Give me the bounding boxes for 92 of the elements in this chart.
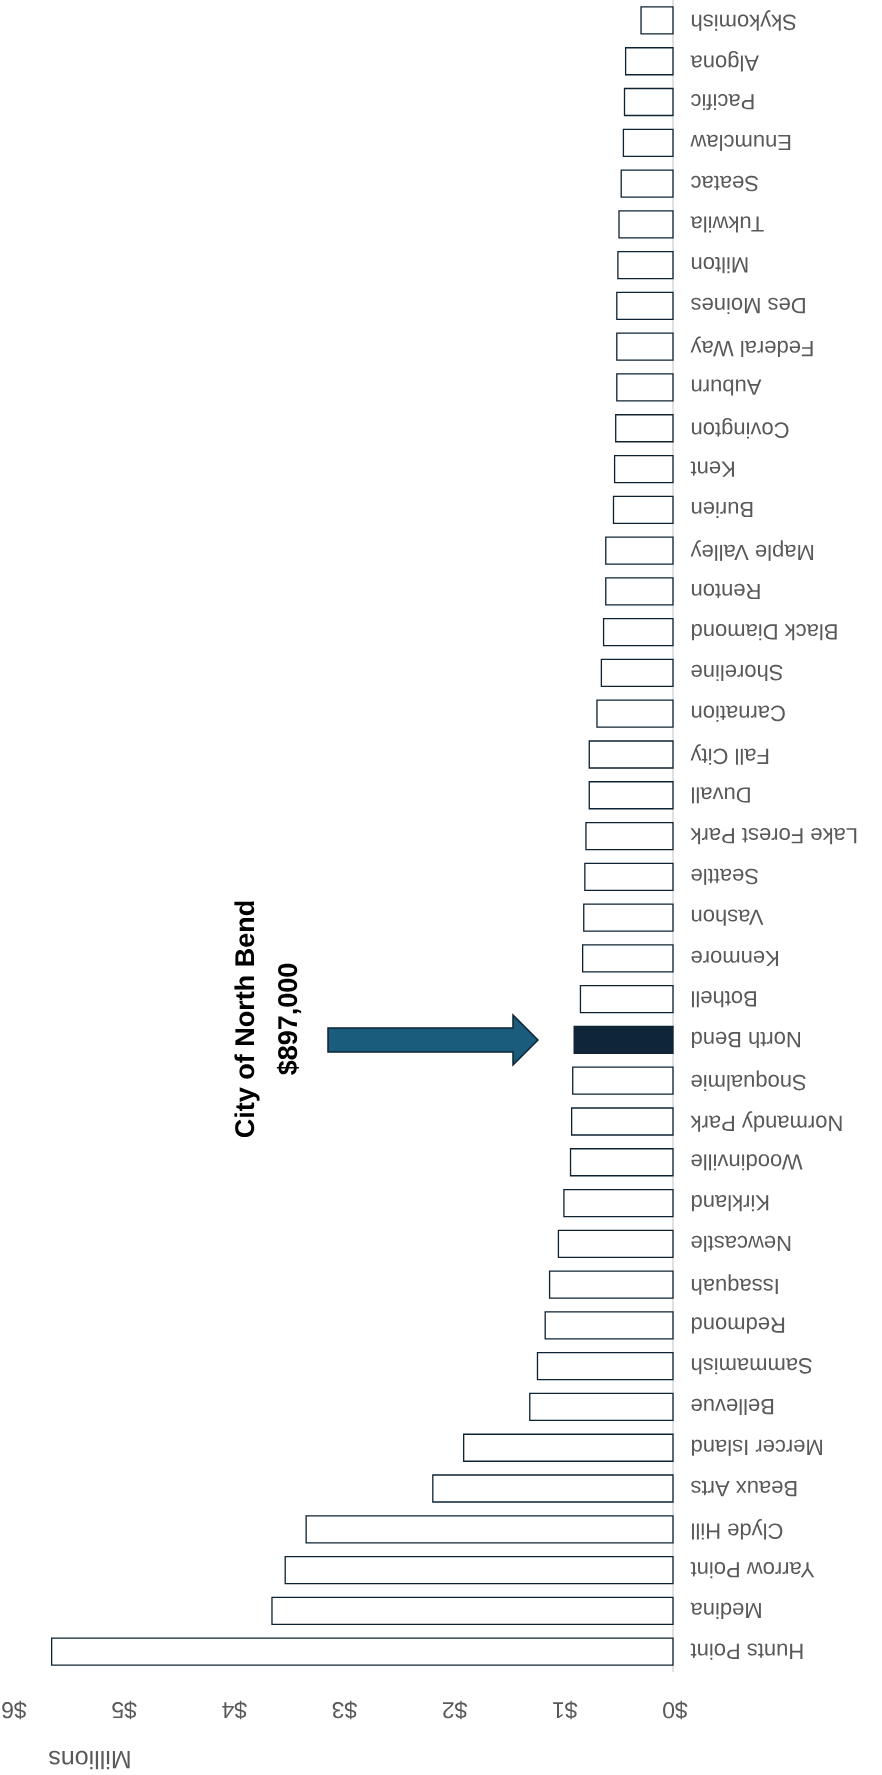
bar (529, 1392, 674, 1422)
bar (584, 862, 674, 891)
bar (536, 1352, 674, 1381)
bar (616, 291, 674, 321)
y-tick-label: Maple Valley (690, 540, 814, 561)
bar (620, 169, 674, 198)
bar (588, 740, 674, 769)
y-tick-label: Tukwila (690, 216, 764, 233)
y-tick-label: Seatac (691, 175, 758, 192)
bar (271, 1596, 674, 1625)
bar (563, 1188, 674, 1218)
bar (605, 577, 674, 606)
y-tick-label: Shoreline (691, 664, 783, 682)
bar (544, 1311, 674, 1340)
bar (612, 495, 674, 524)
y-tick-label: Duvall (692, 787, 750, 804)
y-tick-label: Normandy Park (690, 1111, 842, 1132)
bar (602, 618, 674, 647)
x-axis-title: Millions (49, 1750, 130, 1770)
bar (623, 87, 674, 117)
bar (284, 1555, 674, 1585)
bar (579, 985, 674, 1014)
bar (557, 1229, 674, 1258)
bar (432, 1474, 674, 1503)
y-tick-label: Skykomish (691, 10, 796, 31)
y-tick-label: Beaux Arts (691, 1480, 797, 1497)
y-tick-label: Issaquah (691, 1274, 778, 1295)
y-tick-label: Kirkland (691, 1194, 769, 1212)
bar (622, 128, 674, 157)
bar (305, 1515, 674, 1544)
y-tick-label: Algona (690, 50, 759, 72)
bar (569, 1148, 674, 1177)
y-tick-label: Lake Forest Park (690, 827, 857, 845)
bar (588, 781, 674, 810)
x-tick-label: $0 (663, 1700, 688, 1720)
bar (582, 944, 674, 973)
y-tick-label: Hunts Point (690, 1643, 803, 1660)
y-tick-label: Bothell (692, 991, 756, 1008)
x-tick-label: $5 (112, 1700, 137, 1720)
y-tick-label: Auburn (691, 379, 762, 396)
y-tick-label: North Bend (691, 1031, 800, 1049)
bar (615, 414, 674, 443)
bar (624, 47, 674, 76)
y-tick-label: Newcastle (691, 1235, 791, 1252)
x-tick-label: $1 (553, 1700, 578, 1720)
y-tick-label: Fall City (690, 744, 769, 765)
bar (618, 210, 674, 239)
x-tick-label: $6 (2, 1700, 27, 1720)
y-tick-label: Snoqualmie (691, 1070, 806, 1091)
bar (613, 454, 674, 484)
y-tick-label: Covington (691, 418, 789, 439)
bar (573, 1025, 674, 1055)
annotation: $897,000 (276, 963, 302, 1075)
y-tick-label: Clyde Hill (692, 1519, 783, 1540)
bar (463, 1433, 674, 1462)
y-tick-label: Sammamish (691, 1358, 812, 1375)
bar (585, 821, 674, 851)
bar (583, 903, 674, 932)
y-tick-label: Kent (690, 461, 734, 477)
y-tick-label: Mercer Island (691, 1439, 822, 1456)
y-tick-label: Burien (691, 501, 753, 518)
x-tick-label: $2 (443, 1700, 468, 1720)
bar (616, 373, 674, 402)
bar (617, 250, 674, 280)
y-tick-label: Des Moines (691, 297, 805, 314)
bar (51, 1637, 674, 1666)
annotation: City of North Bend (234, 901, 260, 1138)
bar (616, 332, 674, 361)
bar (605, 536, 674, 565)
bar (600, 658, 674, 688)
y-tick-label: Redmond (691, 1317, 785, 1334)
y-tick-label: Milton (691, 257, 748, 274)
y-tick-label: Carnation (691, 705, 785, 722)
bar (570, 1107, 674, 1136)
y-tick-label: Woodinville (691, 1154, 803, 1171)
y-tick-label: Black Diamond (691, 624, 837, 641)
bar (572, 1066, 674, 1095)
y-tick-label: Seattle (691, 868, 758, 885)
bar (548, 1270, 674, 1299)
y-tick-label: Enumclaw (690, 134, 791, 151)
y-tick-label: Yarrow Point (690, 1561, 815, 1579)
y-tick-label: Federal Way (690, 336, 813, 357)
y-tick-label: Renton (691, 583, 760, 600)
x-tick-label: $4 (222, 1700, 247, 1720)
y-tick-label: Vashon (691, 909, 764, 926)
y-tick-label: Medina (690, 1602, 761, 1619)
y-tick-label: Kenmore (691, 950, 778, 967)
bar (640, 6, 674, 35)
y-tick-label: Bellevue (691, 1398, 774, 1416)
x-tick-label: $3 (332, 1700, 358, 1720)
bar (596, 699, 674, 728)
y-tick-label: Pacific (691, 93, 754, 111)
